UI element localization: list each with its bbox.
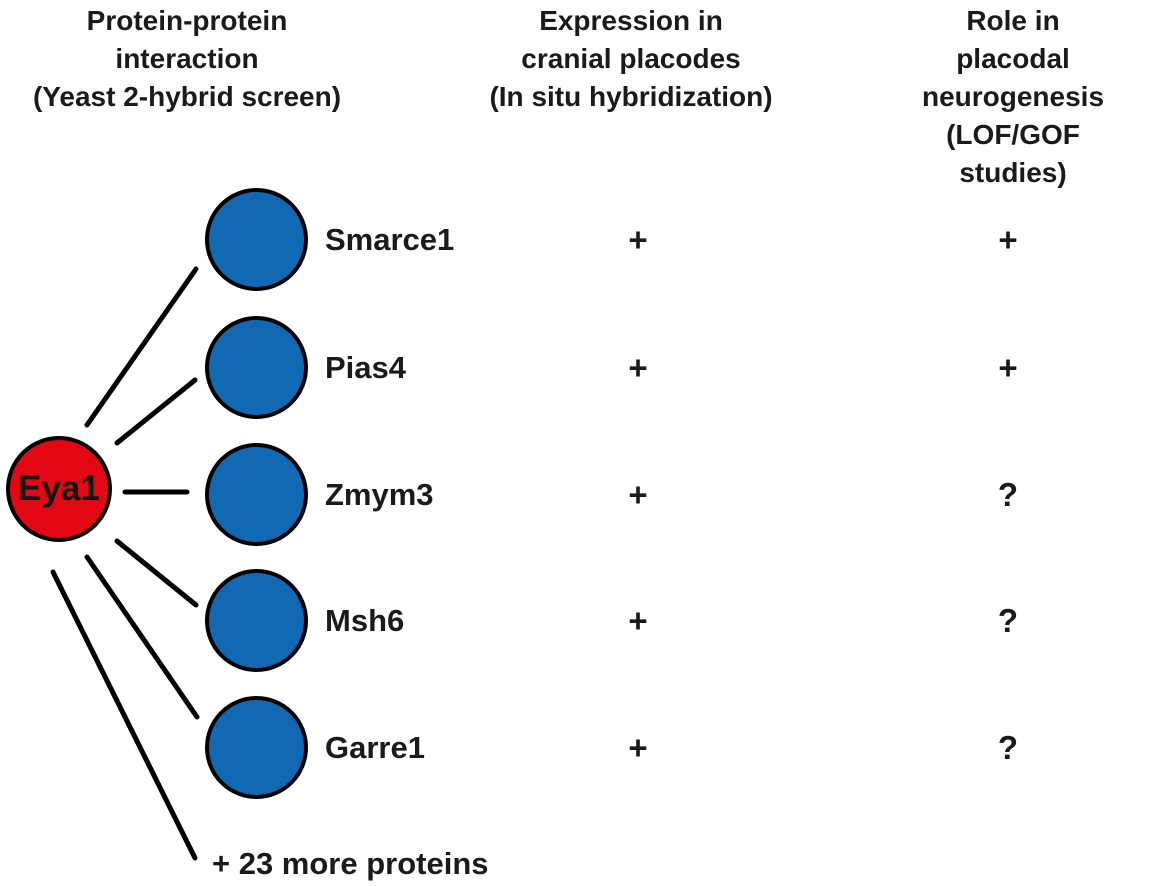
protein-node-smarce1 [205,188,308,291]
column-header-role: Role in placodal neurogenesis (LOF/GOF s… [921,5,1105,188]
expression-cell: + [628,221,648,258]
protein-label: Garre1 [325,730,425,765]
hub-label: Eya1 [18,469,100,508]
more-proteins-label: + 23 more proteins [212,846,489,881]
column-header-protein-interaction: Protein-protein interaction (Yeast 2-hyb… [32,5,342,112]
edge-eya1-smarce1 [84,266,199,428]
edge-eya1-pias4 [114,377,198,446]
protein-node-pias4 [205,316,308,419]
expression-cell: + [628,349,648,386]
protein-label: Zmym3 [325,477,434,512]
role-cell: ? [997,729,1019,766]
column-header-expression: Expression in cranial placodes (In situ … [489,5,773,112]
protein-node-garre1 [205,696,308,799]
expression-cell: + [628,602,648,639]
protein-label: Msh6 [325,603,405,638]
protein-node-msh6 [205,569,308,672]
role-cell: + [998,221,1018,258]
edge-eya1-more-proteins [50,569,198,861]
protein-label: Smarce1 [325,222,455,257]
role-cell: ? [997,602,1019,639]
edge-eya1-garre1 [84,554,200,720]
hub-node-eya1: Eya1 [6,436,112,542]
expression-cell: + [628,729,648,766]
edge-eya1-msh6 [114,538,199,608]
role-cell: + [998,349,1018,386]
protein-label: Pias4 [325,350,407,385]
protein-node-zmym3 [205,443,308,546]
role-cell: ? [997,476,1019,513]
expression-cell: + [628,476,648,513]
